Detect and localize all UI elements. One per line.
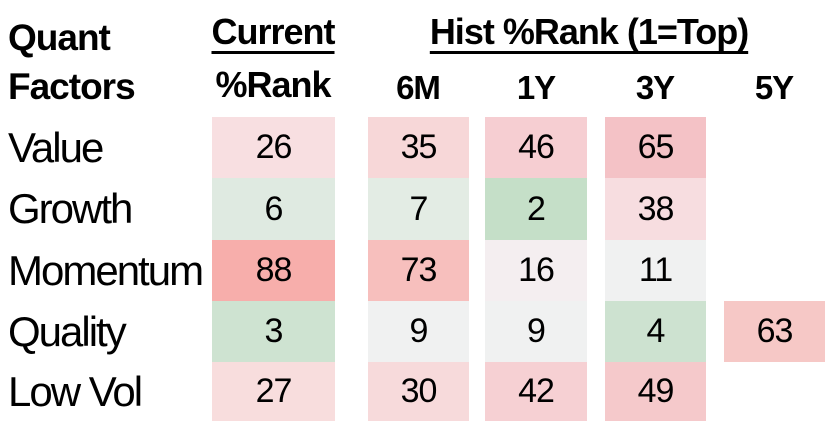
cell-low-vol-3y: 49 <box>605 362 706 421</box>
cell-quality-1y: 9 <box>485 301 587 362</box>
row-label-low-vol: Low Vol <box>8 367 143 415</box>
cell-value-1y: 46 <box>485 117 587 178</box>
cell-growth-1y: 2 <box>485 178 587 240</box>
cell-momentum-6m: 73 <box>368 240 469 301</box>
hist-group-header: Hist %Rank (1=Top) <box>429 11 749 52</box>
cell-value-current: 26 <box>212 117 335 178</box>
cell-low-vol-current: 27 <box>212 362 335 421</box>
cell-growth-3y: 38 <box>605 178 706 240</box>
period-header-1y: 1Y <box>516 69 556 106</box>
cell-quality-6m: 9 <box>368 301 469 362</box>
period-header-3y: 3Y <box>635 69 675 106</box>
current-group-header: Current <box>211 11 335 52</box>
row-label-momentum: Momentum <box>8 246 204 294</box>
cell-low-vol-6m: 30 <box>368 362 469 421</box>
row-group-header-line1: Quant <box>8 17 111 58</box>
cell-value-5y <box>724 117 825 178</box>
cell-momentum-3y: 11 <box>605 240 706 301</box>
row-label-quality: Quality <box>8 307 127 355</box>
row-label-growth: Growth <box>8 185 133 232</box>
period-header-5y: 5Y <box>754 69 794 106</box>
cell-quality-current: 3 <box>212 301 335 362</box>
cell-quality-5y: 63 <box>724 301 825 362</box>
cell-momentum-current: 88 <box>212 240 335 301</box>
period-header-6m: 6M <box>396 69 441 106</box>
cell-growth-current: 6 <box>212 178 335 240</box>
row-label-value: Value <box>8 123 104 171</box>
cell-growth-6m: 7 <box>368 178 469 240</box>
cell-low-vol-5y <box>724 362 825 421</box>
cell-growth-5y <box>724 178 825 240</box>
cell-momentum-1y: 16 <box>485 240 587 301</box>
cell-value-3y: 65 <box>605 117 706 178</box>
cell-quality-3y: 4 <box>605 301 706 362</box>
current-rank-subheader: %Rank <box>215 64 331 105</box>
cell-value-6m: 35 <box>368 117 469 178</box>
cell-momentum-5y <box>724 240 825 301</box>
cell-low-vol-1y: 42 <box>485 362 587 421</box>
row-group-header-line2: Factors <box>8 66 136 107</box>
